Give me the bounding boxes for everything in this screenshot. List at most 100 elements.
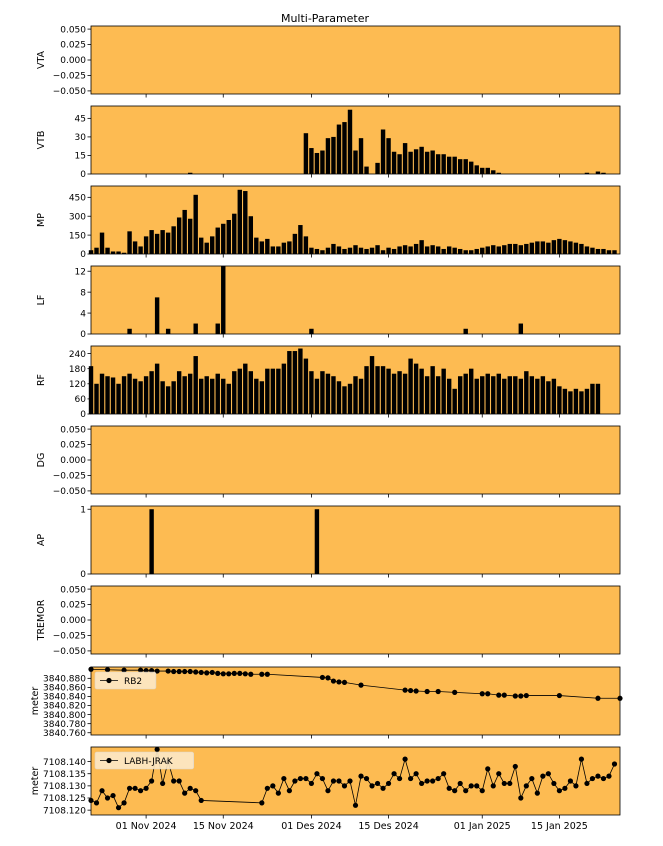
x-tick-label: 01 Nov 2024	[116, 821, 177, 832]
bar	[303, 133, 309, 174]
bar	[485, 373, 490, 414]
bar	[221, 266, 226, 334]
bar	[331, 243, 336, 254]
data-point	[352, 802, 359, 808]
data-point	[242, 671, 248, 677]
bar	[160, 381, 165, 414]
bar	[551, 378, 557, 414]
bar	[248, 216, 254, 254]
bar	[375, 366, 380, 414]
bar	[430, 366, 435, 414]
data-point	[529, 775, 535, 782]
panel-frame	[90, 105, 621, 175]
data-point	[187, 668, 193, 675]
bar	[568, 241, 573, 254]
bar	[413, 363, 419, 414]
data-point	[297, 775, 303, 782]
bar	[215, 323, 220, 334]
bar	[369, 356, 375, 414]
bar	[165, 232, 171, 254]
data-point	[578, 756, 585, 762]
bar	[281, 363, 287, 414]
y-tick-label: 7108.130	[43, 782, 86, 792]
data-point	[275, 790, 281, 796]
bar	[105, 247, 110, 254]
bar	[568, 391, 573, 414]
y-tick-label: 60	[75, 395, 87, 405]
data-point	[314, 771, 320, 777]
bar	[595, 383, 601, 414]
bar	[463, 250, 468, 254]
data-point	[93, 800, 100, 806]
bar	[529, 376, 535, 414]
data-point	[534, 790, 540, 796]
bar	[380, 250, 386, 254]
bar	[331, 376, 336, 414]
data-point	[408, 775, 414, 782]
bar	[132, 378, 138, 414]
y-axis-label: VTA	[36, 50, 47, 69]
bar	[204, 376, 209, 414]
bar	[276, 246, 281, 254]
data-point	[573, 783, 579, 789]
bar	[176, 217, 182, 254]
figure-title: Multi-Parameter	[281, 12, 370, 25]
bar	[292, 233, 298, 254]
y-axis-label: DG	[36, 453, 47, 468]
data-point	[512, 763, 518, 770]
y-tick-label: 240	[69, 350, 86, 360]
y-tick-label: 3840.880	[43, 675, 86, 685]
data-point	[286, 788, 292, 794]
bar	[524, 243, 529, 254]
data-point	[374, 780, 381, 787]
bar	[210, 236, 215, 254]
panel-lf-3: 0 4 8 12 LF	[36, 265, 621, 340]
bar	[452, 156, 457, 174]
bar	[369, 247, 375, 254]
panel-frame	[90, 185, 621, 255]
bar	[386, 368, 391, 414]
data-point	[126, 785, 133, 791]
bar	[199, 378, 204, 414]
data-point	[523, 783, 529, 789]
data-point	[556, 692, 562, 699]
bar	[480, 376, 485, 414]
x-tick-label: 15 Nov 2024	[193, 821, 254, 832]
data-point	[330, 678, 337, 684]
bar	[309, 328, 314, 334]
data-point	[606, 773, 612, 779]
bar	[391, 248, 397, 254]
data-point	[369, 783, 375, 789]
data-point	[303, 775, 309, 782]
bar	[557, 238, 562, 254]
bar	[149, 371, 154, 414]
bar	[419, 368, 424, 414]
bar	[193, 323, 198, 334]
bar	[320, 250, 325, 254]
data-point	[452, 689, 458, 695]
data-point	[231, 670, 237, 676]
data-point	[325, 675, 331, 681]
bar	[232, 371, 237, 414]
bar	[336, 381, 342, 414]
bar	[391, 151, 397, 174]
bar	[171, 381, 176, 414]
data-point	[182, 790, 188, 796]
bar	[221, 378, 226, 414]
data-point	[424, 688, 430, 695]
bar	[435, 154, 441, 174]
data-point	[270, 783, 276, 789]
bar	[116, 251, 121, 254]
bar	[221, 223, 226, 254]
panel-frame	[90, 666, 621, 736]
bar	[446, 378, 452, 414]
bar	[99, 373, 105, 414]
bar	[457, 248, 463, 254]
data-point	[336, 679, 342, 685]
panel-frame	[90, 265, 621, 335]
bar	[226, 383, 231, 414]
bar	[435, 376, 441, 414]
bar	[165, 386, 171, 414]
data-point	[396, 775, 403, 782]
data-point	[584, 780, 590, 787]
